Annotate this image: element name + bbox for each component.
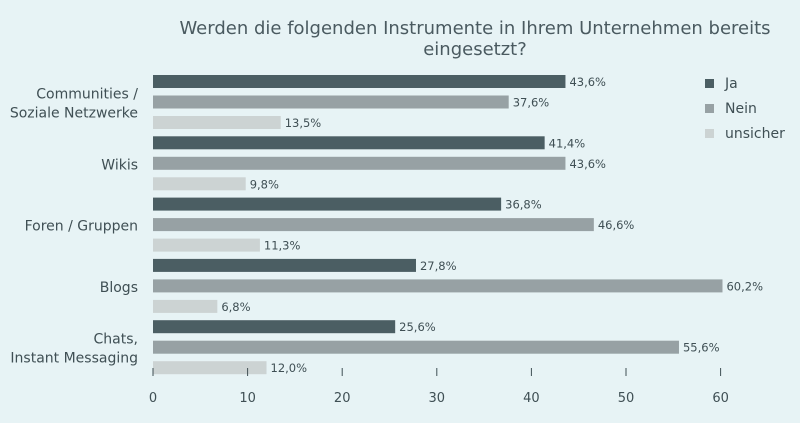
data-label: 55,6% [683,341,720,355]
data-label: 25,6% [399,320,436,334]
legend-label: Nein [725,101,757,117]
data-label: 12,0% [271,361,308,375]
data-label: 27,8% [420,259,457,273]
bar-nein [153,95,509,109]
bar-ja [153,320,396,334]
data-label: 60,2% [726,279,763,293]
data-label: 46,6% [598,218,635,232]
category-label: Foren / Gruppen [25,219,138,235]
bar-unsicher [153,361,267,375]
data-label: 37,6% [513,96,550,110]
bar-unsicher [153,238,260,252]
x-tick-label: 20 [334,391,351,406]
legend-swatch [705,104,714,113]
data-label: 9,8% [250,177,279,191]
category-label: Blogs [100,280,138,296]
data-label: 43,6% [569,157,606,171]
category-label: Wikis [101,157,138,173]
x-tick-label: 40 [523,391,540,406]
legend-label: unsicher [725,126,785,142]
x-tick-label: 50 [618,391,635,406]
data-label: 43,6% [569,75,606,89]
category-label-line: Soziale Netzwerke [10,106,138,122]
legend-label: Ja [724,76,738,92]
legend-swatch [705,129,714,138]
bar-nein [153,156,566,170]
category-label-line: Wikis [101,157,138,173]
data-label: 36,8% [505,198,542,212]
x-tick-label: 30 [429,391,446,406]
data-label: 6,8% [221,300,250,314]
bar-unsicher [153,116,281,129]
bar-unsicher [153,177,246,191]
category-label-line: Chats, [94,332,138,348]
bar-nein [153,279,723,293]
x-tick-label: 0 [149,391,157,406]
legend-swatch [705,79,714,88]
bar-ja [153,75,566,88]
data-label: 13,5% [285,116,322,130]
bar-ja [153,197,502,211]
bar-nein [153,218,594,232]
category-label-line: Blogs [100,280,138,296]
x-tick-label: 60 [712,391,729,406]
category-label: Communities / Soziale Netzwerke [10,87,138,122]
category-label-line: Communities / [36,87,138,103]
data-label: 41,4% [549,136,586,150]
category-label-line: Instant Messaging [10,351,138,367]
category-label-line: Foren / Gruppen [25,219,138,235]
bar-nein [153,340,679,354]
data-label: 11,3% [264,239,301,253]
bar-ja [153,136,545,150]
bar-unsicher [153,299,218,313]
x-tick-label: 10 [239,391,256,406]
chart-title: Werden die folgenden Instrumente in Ihre… [179,18,771,60]
bar-ja [153,258,416,272]
category-label: Chats, Instant Messaging [10,332,138,367]
